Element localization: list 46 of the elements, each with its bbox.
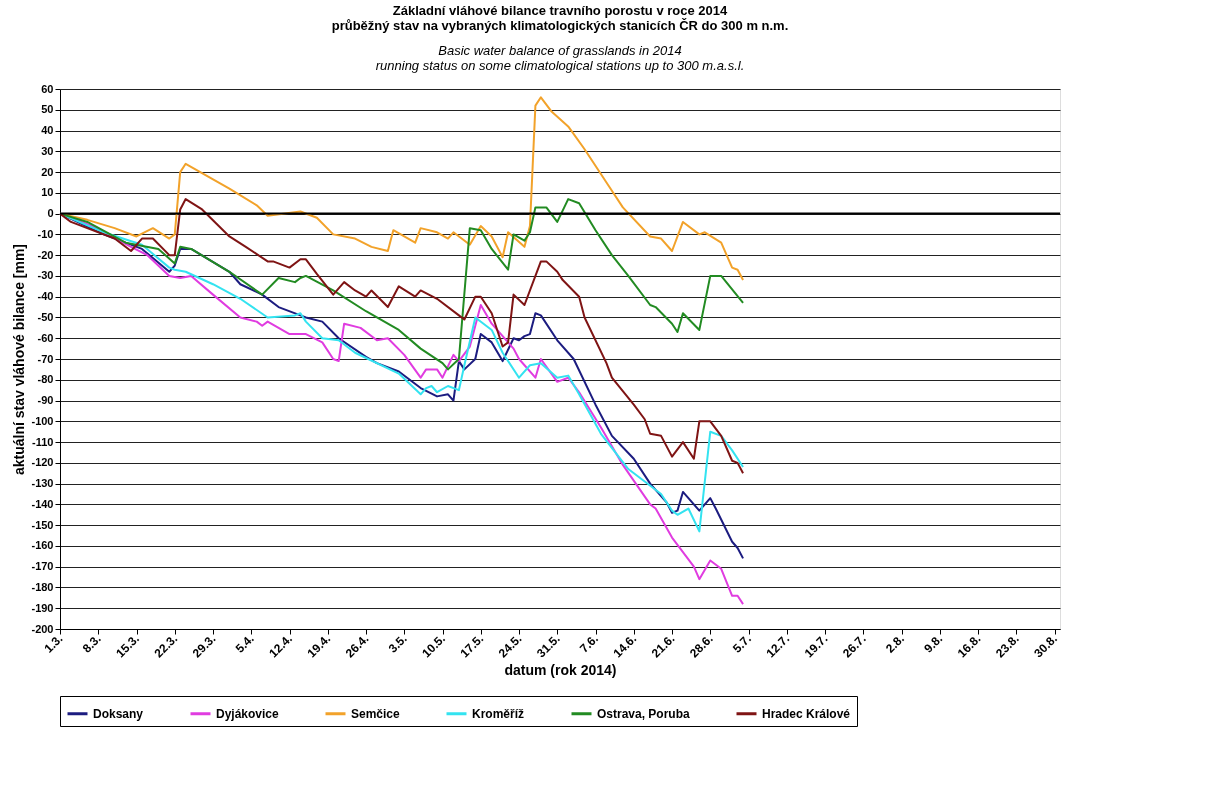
y-tick-label: 10 xyxy=(41,186,54,199)
x-tick-label: 5.7. xyxy=(729,631,754,656)
y-tick-label: 0 xyxy=(47,207,54,220)
chart-subtitle: Basic water balance of grasslands in 2014 running status on some climatological stations up to 300 m.a.s.l. xyxy=(375,43,745,73)
y-tick-label: -90 xyxy=(37,394,54,407)
y-tick-label: -150 xyxy=(31,518,54,531)
x-tick-label: 5.4. xyxy=(232,631,257,656)
y-tick-label: -10 xyxy=(37,227,54,240)
y-tick-label: -100 xyxy=(31,414,54,427)
y-tick-label: 40 xyxy=(41,124,54,137)
y-tick-label: 50 xyxy=(41,103,54,116)
x-tick-label: 30.8. xyxy=(1031,631,1060,661)
legend-label: Hradec Králové xyxy=(762,706,851,721)
y-tick-label: -50 xyxy=(37,310,54,323)
y-tick-label: -180 xyxy=(31,580,54,593)
line-series xyxy=(59,198,745,475)
y-tick-label: -200 xyxy=(31,622,54,635)
x-axis-title: datum (rok 2014) xyxy=(504,661,617,678)
y-tick-label: -170 xyxy=(31,560,54,573)
y-tick-label: 30 xyxy=(41,144,54,157)
chart-title: Základní vláhové bilance travního porostu v roce 2014 průběžný stav na vybraných klimatologických stanicích ČR do 300 m n.m. xyxy=(331,3,789,33)
x-tick-label: 8.3. xyxy=(79,631,104,656)
y-tick-label: 60 xyxy=(41,82,54,95)
y-tick-label: -130 xyxy=(31,477,54,490)
y-tick-label: -160 xyxy=(31,539,54,552)
x-tick-label: 7.6. xyxy=(576,631,601,656)
legend-label: Doksany xyxy=(93,706,144,721)
y-tick-label: -60 xyxy=(37,331,54,344)
legend-label: Ostrava, Poruba xyxy=(597,706,691,721)
y-axis-title: aktuální stav vláhové bilance [mm] xyxy=(11,243,28,476)
x-tick-label: 3.5. xyxy=(385,631,410,656)
y-tick-label: -20 xyxy=(37,248,54,261)
legend-label: Semčice xyxy=(351,706,401,721)
legend-label: Kroměříž xyxy=(472,706,525,721)
y-tick-label: -190 xyxy=(31,601,54,614)
y-tick-label: -70 xyxy=(37,352,54,365)
y-tick-label: -140 xyxy=(31,497,54,510)
y-tick-label: -110 xyxy=(32,435,54,448)
y-tick-label: -30 xyxy=(37,269,54,282)
legend-label: Dyjákovice xyxy=(216,706,280,721)
x-tick-label: 9.8. xyxy=(921,631,946,656)
y-tick-label: 20 xyxy=(41,165,54,178)
y-tick-label: -120 xyxy=(31,456,54,469)
y-tick-label: -40 xyxy=(37,290,54,303)
y-tick-label: -80 xyxy=(37,373,54,386)
x-tick-label: 2.8. xyxy=(882,631,907,656)
